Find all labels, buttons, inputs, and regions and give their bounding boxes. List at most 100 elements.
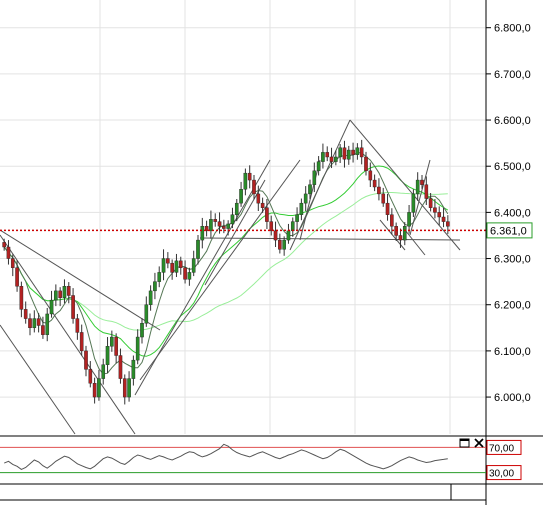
- y-tick-label: 6.200,0: [494, 300, 531, 312]
- candle-body: [15, 267, 19, 287]
- candle-body: [390, 214, 394, 227]
- candle-body: [239, 189, 243, 204]
- candle-body: [433, 207, 437, 213]
- level-30-box: [486, 465, 522, 481]
- close-icon[interactable]: [474, 438, 484, 448]
- y-tick-label: 6.500,0: [494, 161, 531, 173]
- candle-body: [234, 202, 239, 215]
- candle-body: [135, 336, 140, 361]
- candle-body: [127, 378, 131, 398]
- price-axis: 6.800,0 6.700,0 6.600,0 6.500,0 6.400,0 6.300…: [485, 0, 531, 505]
- candle-body: [385, 202, 390, 215]
- trend-line: [0, 234, 136, 435]
- candle-body: [71, 295, 75, 319]
- candle-body: [446, 221, 450, 227]
- candle-body: [278, 239, 282, 250]
- candle-body: [299, 202, 304, 215]
- candle-body: [269, 221, 274, 232]
- candle-body: [170, 262, 174, 273]
- candle-body: [49, 299, 54, 315]
- candle-body: [303, 193, 308, 204]
- candle-body: [424, 184, 429, 199]
- candle-body: [247, 172, 252, 181]
- candle-body: [66, 286, 71, 296]
- candle-body: [437, 212, 442, 218]
- candle-body: [110, 336, 114, 347]
- candle-body: [178, 260, 183, 268]
- candle-body: [2, 242, 6, 248]
- ma-short-line: [3, 152, 449, 375]
- candle-body: [243, 172, 248, 190]
- trend-line: [199, 237, 461, 241]
- candle-body: [114, 336, 118, 356]
- candle-body: [174, 260, 179, 273]
- trend-line: [404, 229, 426, 256]
- candle-body: [153, 281, 157, 292]
- trend-line: [204, 179, 266, 286]
- candle-body: [411, 193, 416, 213]
- ma-mid-line: [3, 165, 449, 357]
- candle-body: [122, 378, 127, 398]
- candle-body: [75, 318, 80, 333]
- moving-averages: [3, 152, 449, 375]
- candle-body: [23, 309, 28, 319]
- candle-body: [140, 322, 144, 338]
- maximize-icon[interactable]: [459, 438, 470, 448]
- candle-body: [230, 214, 235, 225]
- candle-body: [6, 246, 11, 259]
- candle-body: [321, 152, 325, 162]
- candle-body: [402, 226, 407, 241]
- candle-body: [105, 346, 110, 365]
- candle-body: [381, 193, 386, 204]
- candle-body: [213, 219, 218, 222]
- candle-body: [196, 239, 200, 259]
- candle-body: [351, 149, 355, 155]
- oscillator-pane: 70,00 30,00: [0, 435, 543, 501]
- trend-line: [409, 159, 431, 236]
- candle-body: [398, 235, 403, 241]
- candle-body: [187, 272, 192, 280]
- level-70-box: [486, 439, 522, 455]
- candle-body: [308, 184, 312, 195]
- candle-body: [54, 290, 58, 301]
- y-tick-label: 6.700,0: [494, 69, 531, 81]
- candle-body: [36, 318, 41, 326]
- y-tick-label: 6.800,0: [494, 23, 531, 35]
- candle-body: [372, 179, 377, 188]
- level-30-label: 30,00: [489, 469, 514, 480]
- y-tick-label: 6.000,0: [494, 392, 531, 404]
- candle-body: [144, 304, 149, 324]
- current-price-badge: 6.361,0: [486, 222, 533, 239]
- candle-body: [200, 226, 205, 241]
- trend-line: [349, 119, 461, 251]
- candle-body: [118, 355, 123, 379]
- trend-line: [0, 324, 76, 435]
- candle-body: [92, 383, 97, 398]
- y-tick-label: 6.400,0: [494, 207, 531, 219]
- candle-body: [28, 318, 32, 329]
- candle-body: [415, 179, 420, 195]
- trend-line: [139, 159, 301, 381]
- candle-body: [368, 170, 373, 181]
- candle-body: [286, 230, 291, 241]
- candle-body: [334, 156, 338, 162]
- candle-body: [364, 156, 368, 172]
- candle-body: [58, 290, 62, 298]
- candle-body: [329, 156, 334, 162]
- candle-body: [295, 214, 299, 222]
- candle-body: [420, 179, 424, 185]
- candle-body: [377, 186, 381, 195]
- level-70-label: 70,00: [489, 443, 514, 454]
- candle-body: [428, 198, 433, 208]
- trend-line: [0, 229, 161, 331]
- candle-body: [290, 221, 295, 232]
- y-tick-label: 6.600,0: [494, 115, 531, 127]
- candle-body: [282, 239, 286, 250]
- candle-body: [157, 272, 162, 282]
- candle-body: [256, 193, 261, 204]
- candle-body: [45, 313, 50, 335]
- candle-body: [161, 258, 166, 273]
- candle-body: [41, 325, 45, 335]
- candles: [2, 139, 450, 405]
